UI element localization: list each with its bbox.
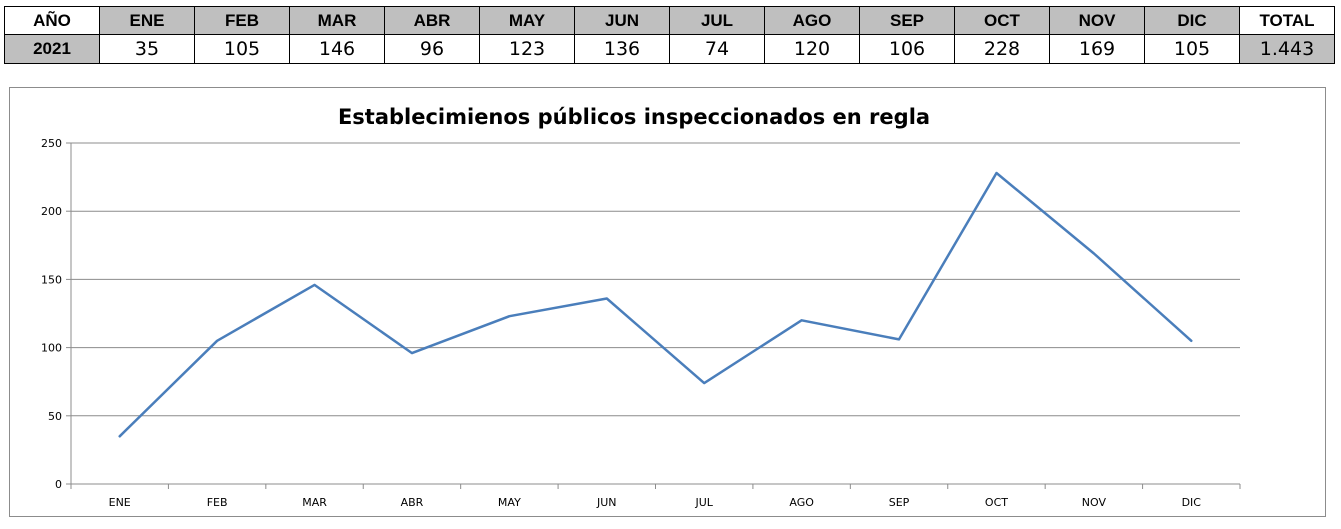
y-tick-label: 150 — [41, 273, 62, 286]
series-line — [118, 171, 1193, 438]
y-tick-label: 50 — [48, 410, 62, 423]
line-chart: Establecimienos públicos inspeccionados … — [41, 105, 1241, 509]
y-tick-label: 250 — [41, 137, 62, 150]
month-header-cell: JUL — [669, 6, 765, 35]
x-tick-label: ENE — [109, 496, 131, 509]
value-cell: 74 — [669, 34, 765, 64]
x-tick-label: DIC — [1182, 496, 1202, 509]
month-header-cell: JUN — [574, 6, 670, 35]
value-cell: 105 — [1144, 34, 1240, 64]
month-header-cell: FEB — [194, 6, 290, 35]
value-cell: 105 — [194, 34, 290, 64]
value-cell: 106 — [859, 34, 955, 64]
value-cell: 96 — [384, 34, 480, 64]
table-header-row: AÑO ENE FEB MAR ABR MAY JUN JUL AGO SEP … — [4, 6, 1335, 35]
month-header-cell: MAR — [289, 6, 385, 35]
monthly-table: AÑO ENE FEB MAR ABR MAY JUN JUL AGO SEP … — [4, 6, 1335, 64]
value-cell: 35 — [99, 34, 195, 64]
month-header-cell: SEP — [859, 6, 955, 35]
x-tick-label: OCT — [985, 496, 1008, 509]
month-header-cell: AGO — [764, 6, 860, 35]
x-tick-label: MAY — [498, 496, 521, 509]
x-tick-label: JUL — [694, 496, 713, 509]
x-tick-label: SEP — [889, 496, 910, 509]
total-header-cell: TOTAL — [1239, 6, 1335, 35]
x-tick-label: AGO — [789, 496, 814, 509]
table-data-row: 2021 35 105 146 96 123 136 74 120 106 22… — [4, 34, 1335, 64]
month-header-cell: ENE — [99, 6, 195, 35]
value-cell: 136 — [574, 34, 670, 64]
month-header-cell: MAY — [479, 6, 575, 35]
month-header-cell: OCT — [954, 6, 1050, 35]
value-cell: 169 — [1049, 34, 1145, 64]
x-tick-label: ABR — [401, 496, 424, 509]
y-tick-label: 200 — [41, 205, 62, 218]
month-header-cell: ABR — [384, 6, 480, 35]
value-cell: 120 — [764, 34, 860, 64]
year-header-cell: AÑO — [4, 6, 100, 35]
y-tick-label: 100 — [41, 342, 62, 355]
month-header-cell: NOV — [1049, 6, 1145, 35]
value-cell: 146 — [289, 34, 385, 64]
y-tick-label: 0 — [55, 478, 62, 491]
x-tick-label: MAR — [302, 496, 327, 509]
year-cell: 2021 — [4, 34, 100, 64]
value-cell: 228 — [954, 34, 1050, 64]
x-tick-label: NOV — [1082, 496, 1107, 509]
total-cell: 1.443 — [1239, 34, 1335, 64]
month-header-cell: DIC — [1144, 6, 1240, 35]
x-tick-label: JUN — [596, 496, 617, 509]
value-cell: 123 — [479, 34, 575, 64]
chart-area: Establecimienos públicos inspeccionados … — [9, 87, 1326, 517]
chart-title: Establecimienos públicos inspeccionados … — [338, 105, 930, 129]
x-tick-label: FEB — [207, 496, 228, 509]
